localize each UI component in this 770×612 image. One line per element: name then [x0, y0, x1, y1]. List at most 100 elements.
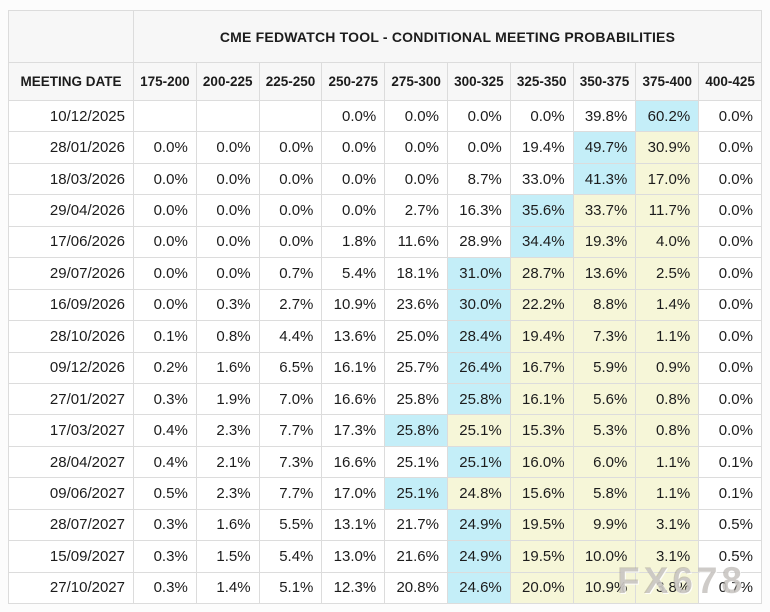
meeting-date-cell: 16/09/2026 — [8, 288, 134, 322]
table-row: 18/03/2026 0.0% 0.0% 0.0% 0.0% 0.0% 8.7% 33.0% 4… — [8, 162, 762, 196]
probability-cell: 7.3% — [258, 445, 323, 479]
table-row: 10/12/2025 0.0% 0.0% 0.0% 0.0% 39.8% 60.2% 0.0% — [8, 99, 762, 133]
probability-cell: 25.7% — [384, 351, 448, 384]
probability-cell-secondary: 1.1% — [635, 477, 700, 510]
probability-cell: 0.0% — [698, 382, 762, 416]
probability-cell-secondary: 15.3% — [509, 414, 574, 447]
probability-cell: 7.0% — [258, 382, 323, 416]
probability-cell-secondary: 19.5% — [509, 508, 574, 542]
probability-cell: 2.7% — [384, 194, 448, 227]
probability-cell-secondary: 0.8% — [635, 414, 700, 447]
probability-cell: 5.4% — [258, 540, 323, 573]
probability-cell: 13.6% — [321, 320, 386, 353]
meeting-date-cell: 28/07/2027 — [8, 508, 134, 542]
table-row: 15/09/2027 0.3% 1.5% 5.4% 13.0% 21.6% 24.9% 19.… — [8, 540, 762, 573]
meeting-date-cell: 09/06/2027 — [8, 477, 134, 510]
probability-cell: 0.0% — [258, 194, 323, 227]
probability-cell: 18.1% — [384, 257, 448, 290]
probability-cell: 16.6% — [321, 382, 386, 416]
table-row: 28/04/2027 0.4% 2.1% 7.3% 16.6% 25.1% 25.1% 16.… — [8, 445, 762, 479]
probability-cell: 13.1% — [321, 508, 386, 542]
probability-cell: 0.0% — [698, 131, 762, 164]
probability-cell-secondary: 8.8% — [572, 288, 637, 322]
rate-range-header: 175-200 — [133, 62, 197, 101]
probability-cell: 1.9% — [195, 382, 260, 416]
probability-cell: 0.0% — [195, 131, 260, 164]
probability-cell — [258, 99, 323, 133]
table-row: 16/09/2026 0.0% 0.3% 2.7% 10.9% 23.6% 30.0% 22.… — [8, 288, 762, 322]
probability-cell-highest: 41.3% — [572, 162, 637, 196]
probability-cell-highest: 25.8% — [446, 382, 511, 416]
probability-cell-secondary: 33.7% — [572, 194, 637, 227]
probability-cell-secondary: 16.7% — [509, 351, 574, 384]
probability-cell: 0.3% — [133, 382, 197, 416]
probability-cell: 0.0% — [698, 194, 762, 227]
probability-cell: 0.5% — [133, 477, 197, 510]
probability-cell: 33.0% — [509, 162, 574, 196]
probability-cell-secondary: 19.5% — [509, 540, 574, 573]
probability-cell: 0.0% — [321, 131, 386, 164]
probability-cell-secondary: 25.1% — [446, 414, 511, 447]
rate-range-header: 400-425 — [698, 62, 762, 101]
probability-cell-secondary: 1.1% — [635, 320, 700, 353]
rate-range-header: 325-350 — [509, 62, 574, 101]
probability-cell: 0.4% — [133, 414, 197, 447]
probability-cell: 0.0% — [133, 257, 197, 290]
probability-cell-secondary: 11.7% — [635, 194, 700, 227]
meeting-date-cell: 28/10/2026 — [8, 320, 134, 353]
probability-cell: 4.4% — [258, 320, 323, 353]
probability-cell-secondary: 19.3% — [572, 225, 637, 259]
probability-cell: 2.3% — [195, 477, 260, 510]
probability-cell: 25.8% — [384, 382, 448, 416]
probability-cell: 0.0% — [698, 99, 762, 133]
probability-cell-secondary: 28.7% — [509, 257, 574, 290]
probability-cell-secondary: 0.9% — [635, 351, 700, 384]
column-header-row: MEETING DATE 175-200 200-225 225-250 250-27… — [8, 62, 762, 101]
probability-cell: 0.0% — [258, 162, 323, 196]
table-row: 09/06/2027 0.5% 2.3% 7.7% 17.0% 25.1% 24.8% 15.… — [8, 477, 762, 510]
rate-range-header: 225-250 — [258, 62, 323, 101]
probability-cell-secondary: 3.1% — [635, 540, 700, 573]
probability-cell: 21.6% — [384, 540, 448, 573]
meeting-date-cell: 18/03/2026 — [8, 162, 134, 196]
probability-cell: 23.6% — [384, 288, 448, 322]
probability-cell-secondary: 17.0% — [635, 162, 700, 196]
probability-cell-secondary: 10.9% — [572, 571, 637, 605]
probability-cell-secondary: 10.0% — [572, 540, 637, 573]
probability-cell: 0.0% — [258, 225, 323, 259]
table-row: 27/10/2027 0.3% 1.4% 5.1% 12.3% 20.8% 24.6% 20.… — [8, 571, 762, 605]
probability-cell: 8.7% — [446, 162, 511, 196]
rate-range-header: 200-225 — [195, 62, 260, 101]
probability-cell: 1.5% — [195, 540, 260, 573]
meeting-date-cell: 17/03/2027 — [8, 414, 134, 447]
probability-cell: 0.4% — [133, 445, 197, 479]
probability-cell-highest: 25.1% — [446, 445, 511, 479]
probability-cell: 0.0% — [384, 99, 448, 133]
probability-cell-highest: 25.1% — [384, 477, 448, 510]
probability-cell-secondary: 22.2% — [509, 288, 574, 322]
probability-cell-secondary: 19.4% — [509, 320, 574, 353]
probability-cell-highest: 28.4% — [446, 320, 511, 353]
probability-cell: 6.5% — [258, 351, 323, 384]
probability-cell: 16.1% — [321, 351, 386, 384]
probability-cell: 17.0% — [321, 477, 386, 510]
probability-cell: 1.4% — [195, 571, 260, 605]
probability-cell: 0.0% — [698, 414, 762, 447]
probability-cell: 0.0% — [698, 351, 762, 384]
probability-cell-secondary: 5.3% — [572, 414, 637, 447]
probability-cell-highest: 35.6% — [509, 194, 574, 227]
probability-cell-highest: 25.8% — [384, 414, 448, 447]
probability-cell: 0.0% — [321, 162, 386, 196]
meeting-date-cell: 17/06/2026 — [8, 225, 134, 259]
probability-cell-secondary: 3.1% — [635, 508, 700, 542]
probability-cell: 0.1% — [698, 445, 762, 479]
probability-cell: 1.6% — [195, 351, 260, 384]
probability-cell-secondary: 16.0% — [509, 445, 574, 479]
probability-cell: 16.6% — [321, 445, 386, 479]
probability-cell-secondary: 16.1% — [509, 382, 574, 416]
rate-range-header: 350-375 — [572, 62, 637, 101]
probability-cell: 7.7% — [258, 477, 323, 510]
probability-cell-highest: 26.4% — [446, 351, 511, 384]
probability-cell: 0.3% — [133, 540, 197, 573]
